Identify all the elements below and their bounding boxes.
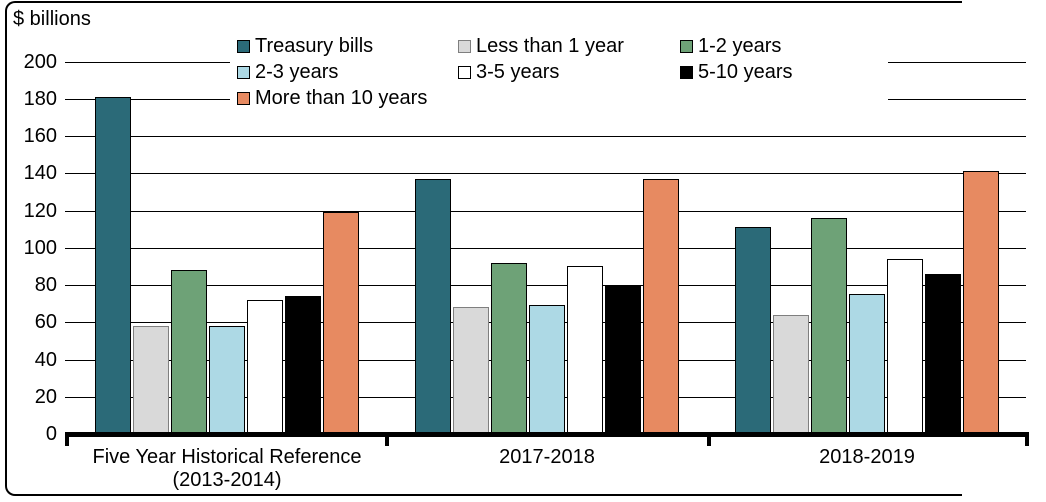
bar-more-than-10-years xyxy=(323,212,359,434)
bar-less-than-1-year xyxy=(133,325,169,434)
bar-treasury-bills xyxy=(415,178,451,434)
legend-swatch-icon xyxy=(680,39,693,53)
gridline xyxy=(65,210,1026,212)
x-axis-tick xyxy=(707,437,711,446)
legend-item-treasury-bills: Treasury bills xyxy=(237,35,373,57)
legend-swatch-icon xyxy=(458,65,471,79)
y-axis-tick-label: 100 xyxy=(23,236,57,259)
bar-more-than-10-years xyxy=(963,171,999,434)
bar-3-5-years xyxy=(567,266,603,434)
legend-label: Treasury bills xyxy=(255,34,374,57)
y-axis-tick-label: 80 xyxy=(34,274,57,296)
legend-swatch-icon xyxy=(237,65,250,79)
legend-swatch-icon xyxy=(680,65,693,79)
bar-1-2-years xyxy=(811,217,847,434)
legend-swatch-icon xyxy=(237,91,250,105)
y-axis-tick-label: 40 xyxy=(34,348,57,371)
bar-2-3-years xyxy=(529,305,565,434)
gridline xyxy=(65,136,1026,137)
y-axis-unit-label: $ billions xyxy=(13,8,91,30)
legend-item-more-than-10-years: More than 10 years xyxy=(237,87,427,109)
x-axis-tick xyxy=(65,437,69,446)
bar-2-3-years xyxy=(209,325,245,434)
bar-1-2-years xyxy=(171,270,207,434)
y-axis-tick-label: 0 xyxy=(45,423,57,445)
category-label: Five Year Historical Reference (2013-201… xyxy=(92,446,362,491)
x-axis-line xyxy=(65,432,1029,437)
x-axis-tick xyxy=(1025,437,1029,446)
legend-item-1-2-years: 1-2 years xyxy=(680,35,781,57)
legend-swatch-icon xyxy=(237,39,250,53)
legend-label: Less than 1 year xyxy=(476,34,624,57)
y-axis-tick-label: 160 xyxy=(23,125,57,147)
legend-label: 5-10 years xyxy=(698,60,793,83)
bar-1-2-years xyxy=(491,262,527,434)
y-axis-tick-label: 200 xyxy=(23,50,57,73)
y-axis-tick-label: 140 xyxy=(23,162,57,185)
y-axis-tick-label: 180 xyxy=(23,87,57,110)
chart-frame xyxy=(5,1,962,496)
legend-label: 2-3 years xyxy=(255,60,339,83)
y-axis-tick-label: 60 xyxy=(34,311,57,334)
category-label: 2018-2019 xyxy=(819,446,915,468)
legend-item-5-10-years: 5-10 years xyxy=(680,61,793,83)
bar-less-than-1-year xyxy=(453,307,489,434)
legend-swatch-icon xyxy=(458,39,471,53)
bar-more-than-10-years xyxy=(643,178,679,434)
bar-5-10-years xyxy=(285,296,321,434)
bar-3-5-years xyxy=(887,258,923,434)
gridline xyxy=(65,173,1026,175)
legend-item-2-3-years: 2-3 years xyxy=(237,61,338,83)
gridline xyxy=(65,285,1026,286)
bar-2-3-years xyxy=(849,294,885,434)
bar-treasury-bills xyxy=(95,96,131,434)
bar-treasury-bills xyxy=(735,227,771,434)
legend-item-less-than-1-year: Less than 1 year xyxy=(458,35,624,57)
gridline xyxy=(65,247,1026,249)
legend-label: More than 10 years xyxy=(255,86,428,109)
bar-5-10-years xyxy=(925,273,961,434)
legend-label: 3-5 years xyxy=(476,60,560,83)
bar-less-than-1-year xyxy=(773,314,809,434)
y-axis-tick-label: 120 xyxy=(23,199,57,222)
legend-item-3-5-years: 3-5 years xyxy=(458,61,559,83)
x-axis-tick xyxy=(385,437,389,446)
y-axis-tick-label: 20 xyxy=(34,385,57,408)
legend: Treasury bills Less than 1 year 1-2 years 2… xyxy=(230,31,888,111)
bar-5-10-years xyxy=(605,285,641,434)
category-label: 2017-2018 xyxy=(499,446,595,468)
bar-3-5-years xyxy=(247,299,283,434)
legend-label: 1-2 years xyxy=(698,34,782,57)
